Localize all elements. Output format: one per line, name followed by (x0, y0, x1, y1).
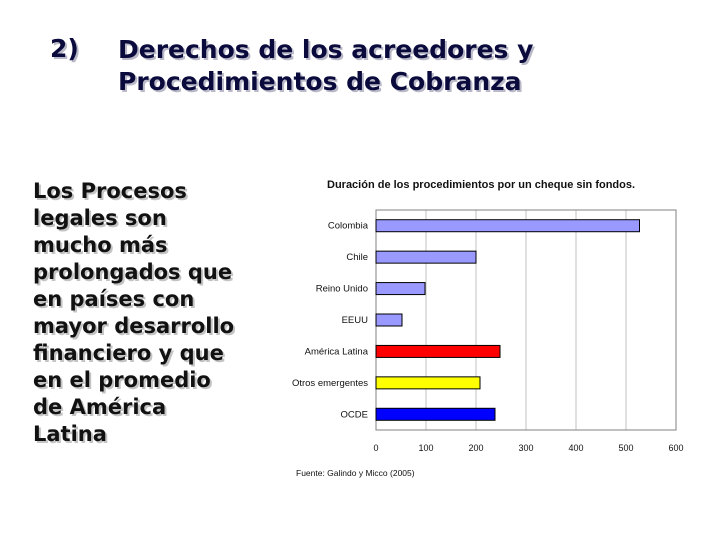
body-line: mucho más (33, 233, 168, 257)
bar (375, 344, 501, 358)
x-tick-label: 300 (518, 443, 533, 453)
bar (375, 219, 640, 233)
slide-number: 2) (50, 34, 79, 63)
x-tick-label: 100 (418, 443, 433, 453)
body-line: en países con (33, 287, 195, 311)
slide-title: Derechos de los acreedores y Procedimien… (118, 34, 533, 98)
x-tick-label: 0 (373, 443, 378, 453)
body-line: financiero y que (33, 341, 224, 365)
category-label: Reino Unido (316, 284, 368, 295)
bar (375, 250, 477, 264)
category-label: Chile (346, 252, 368, 263)
category-label: Colombia (328, 221, 369, 232)
slide-title-line-1: Derechos de los acreedores y (118, 35, 534, 64)
category-label: América Latina (305, 346, 369, 357)
bar (375, 376, 481, 390)
x-tick-label: 200 (468, 443, 483, 453)
body-line: de América (33, 395, 167, 419)
category-label: EEUU (342, 315, 369, 326)
body-line: Latina (33, 422, 107, 446)
body-line: mayor desarrollo (33, 314, 235, 338)
bar (375, 313, 403, 327)
category-label: Otros emergentes (292, 378, 368, 389)
bar (375, 282, 426, 296)
body-line: prolongados que (33, 260, 233, 284)
body-line: Los Procesos (33, 179, 187, 203)
chart-title: Duración de los procedimientos por un ch… (327, 179, 635, 191)
bar (375, 407, 496, 421)
chart-source: Fuente: Galindo y Micco (2005) (296, 468, 415, 478)
x-tick-label: 400 (568, 443, 583, 453)
category-label: OCDE (341, 409, 368, 420)
body-text: Los Procesos legales son mucho más prolo… (33, 178, 283, 448)
x-tick-label: 600 (668, 443, 683, 453)
body-line: legales son (33, 206, 167, 230)
slide-title-line-2: Procedimientos de Cobranza (118, 67, 522, 96)
x-tick-label: 500 (618, 443, 633, 453)
body-line: en el promedio (33, 368, 211, 392)
